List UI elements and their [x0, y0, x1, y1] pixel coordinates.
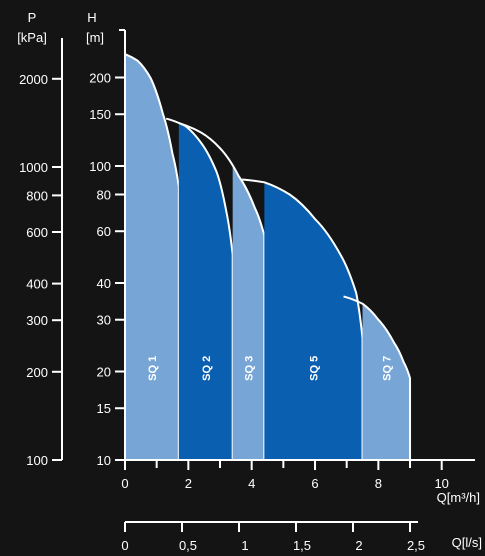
- q2-tick-label-0: 0: [121, 538, 128, 553]
- h-tick-label-1: 15: [97, 401, 111, 416]
- p-tick-label-2: 300: [26, 313, 48, 328]
- p-tick-label-7: 2000: [19, 72, 48, 87]
- h-tick-label-2: 20: [97, 364, 111, 379]
- p-tick-label-0: 100: [26, 453, 48, 468]
- p-tick-label-3: 400: [26, 277, 48, 292]
- series-label-2: SQ 3: [244, 356, 256, 381]
- series-area-2: [232, 166, 265, 460]
- p-axis-unit: [kPa]: [17, 30, 47, 45]
- series-area-3: [264, 182, 363, 461]
- q2-tick-label-5: 2,5: [407, 538, 425, 553]
- series-area-1: [178, 123, 233, 461]
- q-tick-label-4: 8: [375, 476, 382, 491]
- q-axis-label: Q[m³/h]: [437, 490, 480, 505]
- series-area-0: [125, 54, 179, 460]
- series-curve-0: [124, 53, 180, 187]
- p-tick-label-4: 600: [26, 225, 48, 240]
- q2-tick-label-3: 1,5: [293, 538, 311, 553]
- q-tick-label-1: 2: [185, 476, 192, 491]
- h-tick-label-9: 200: [89, 70, 111, 85]
- h-tick-label-7: 100: [89, 159, 111, 174]
- curves-layer: [124, 53, 412, 461]
- series-curve-2: [178, 122, 266, 236]
- series-curve-3: [242, 178, 364, 339]
- series-label-0: SQ 1: [147, 356, 159, 381]
- q-tick-label-3: 6: [311, 476, 318, 491]
- series-label-4: SQ 7: [381, 356, 393, 381]
- q2-tick-label-1: 0,5: [179, 538, 197, 553]
- q2-tick-label-4: 2: [355, 538, 362, 553]
- h-axis-unit: [m]: [86, 30, 104, 45]
- q-tick-label-2: 4: [248, 476, 255, 491]
- labels-layer: SQ 1 SQ 2 SQ 3 SQ 5 SQ 7H[m]1015203040608010…: [17, 10, 482, 553]
- h-tick-label-3: 30: [97, 313, 111, 328]
- h-tick-label-0: 10: [97, 453, 111, 468]
- q-tick-label-5: 10: [434, 476, 448, 491]
- p-tick-label-5: 800: [26, 188, 48, 203]
- series-label-1: SQ 2: [201, 356, 213, 381]
- series-curve-4: [343, 295, 411, 379]
- axes-layer: [52, 29, 475, 532]
- series-area-4: [362, 303, 411, 460]
- p-axis-label: P: [28, 10, 37, 25]
- p-tick-label-6: 1000: [19, 160, 48, 175]
- h-tick-label-6: 80: [97, 187, 111, 202]
- series-label-3: SQ 5: [308, 356, 320, 381]
- q2-tick-label-2: 1: [241, 538, 248, 553]
- h-tick-label-5: 60: [97, 224, 111, 239]
- q-tick-label-0: 0: [121, 476, 128, 491]
- q2-axis-label: Q[l/s]: [452, 535, 482, 550]
- h-tick-label-4: 40: [97, 276, 111, 291]
- h-axis-label: H: [87, 10, 96, 25]
- p-tick-label-1: 200: [26, 365, 48, 380]
- h-tick-label-8: 150: [89, 107, 111, 122]
